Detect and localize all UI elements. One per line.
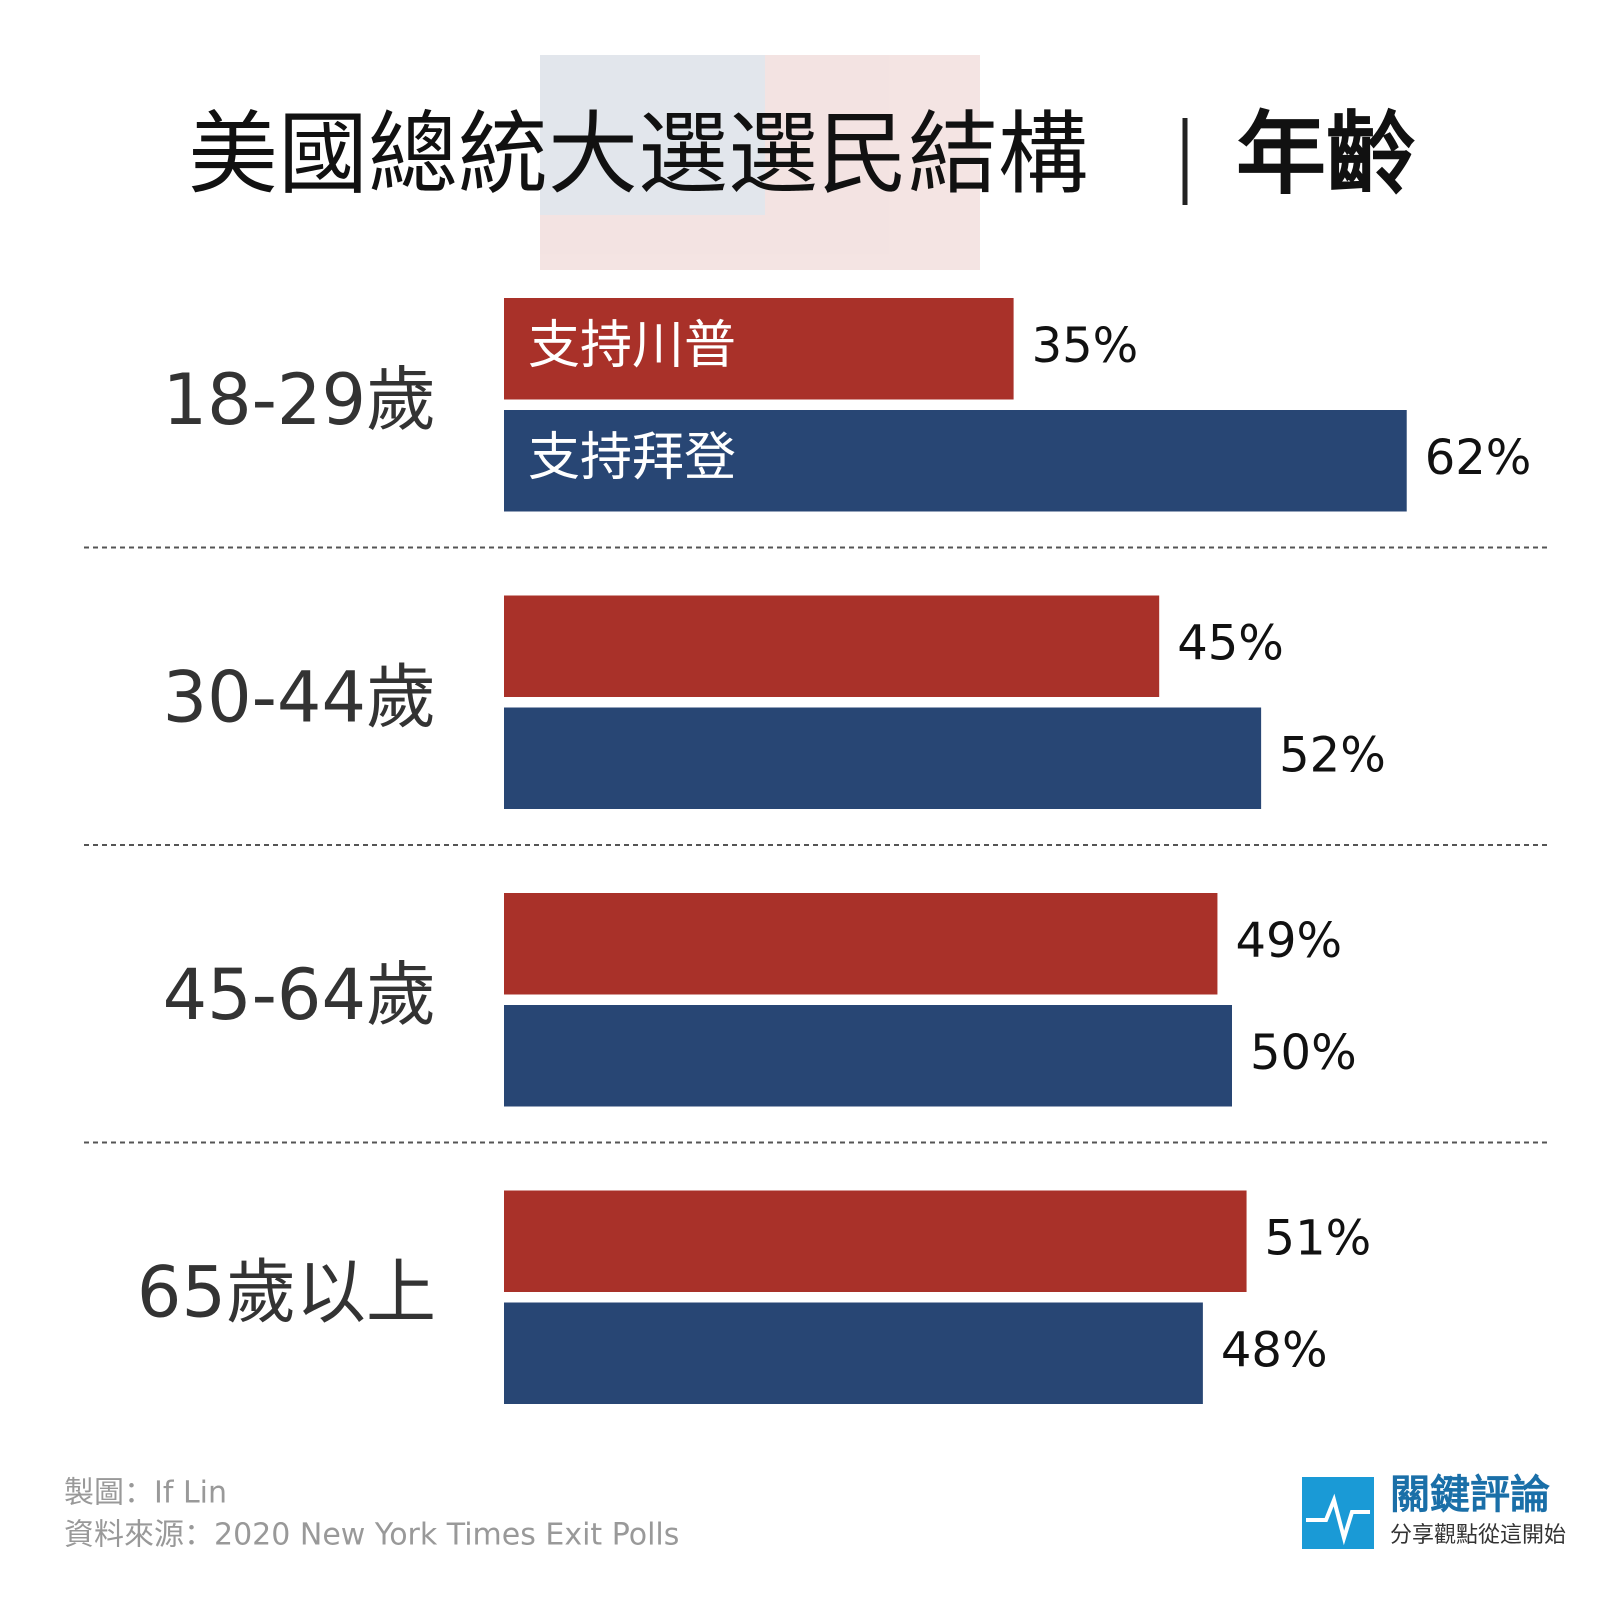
value-label: 50%: [1250, 1025, 1357, 1081]
value-label: 49%: [1235, 913, 1342, 969]
logo: 關鍵評論 分享觀點從這開始: [1302, 1472, 1566, 1549]
logo-name: 關鍵評論: [1390, 1472, 1550, 1518]
category-label: 18-29歲: [163, 359, 436, 441]
chart-title: 美國總統大選選民結構: [188, 102, 1088, 207]
value-label: 52%: [1279, 727, 1386, 783]
category-label: 30-44歲: [163, 656, 436, 738]
series-label: 支持拜登: [528, 428, 736, 488]
series-label: 支持川普: [528, 316, 736, 376]
bar: [504, 707, 1262, 809]
logo-pulse: [1306, 1493, 1370, 1546]
flag-decoration: [540, 55, 980, 270]
value-label: 48%: [1221, 1322, 1328, 1378]
bar: [504, 298, 1014, 400]
value-label: 45%: [1177, 615, 1284, 671]
logo-slogan: 分享觀點從這開始: [1390, 1523, 1566, 1548]
bar: [504, 1302, 1203, 1404]
value-label: 51%: [1265, 1210, 1372, 1266]
category-label: 45-64歲: [163, 954, 436, 1036]
bar: [504, 1190, 1247, 1292]
bar: [504, 410, 1407, 512]
value-label: 35%: [1032, 318, 1139, 374]
bar: [504, 893, 1218, 995]
category-label: 65歲以上: [137, 1251, 436, 1333]
bar: [504, 595, 1160, 697]
credit: 製圖：If Lin: [64, 1476, 227, 1511]
value-label: 62%: [1425, 430, 1532, 486]
bar: [504, 1005, 1232, 1107]
source: 資料來源：2020 New York Times Exit Polls: [64, 1518, 679, 1553]
chart-title-highlight: 年齡: [1236, 102, 1416, 207]
